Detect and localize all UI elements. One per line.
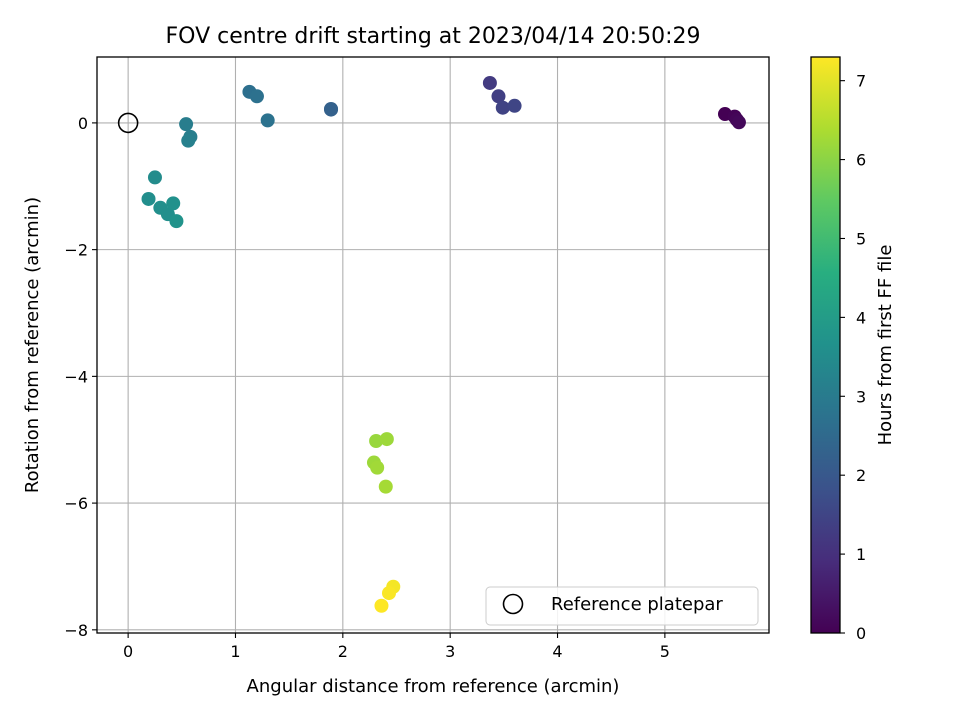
colorbar: 0 1 2 3 4 5 6 7 Hours from first FF file xyxy=(810,56,896,643)
data-point xyxy=(731,115,746,130)
plot-points xyxy=(141,75,746,613)
x-tick-label: 2 xyxy=(338,642,348,661)
y-tick-label: −4 xyxy=(64,367,88,386)
data-point xyxy=(379,432,394,447)
colorbar-tick-label: 5 xyxy=(856,229,866,248)
plot-frame xyxy=(96,56,770,634)
y-axis-label: Rotation from reference (arcmin) xyxy=(22,197,43,493)
legend-box xyxy=(485,586,759,626)
legend-marker-icon xyxy=(502,593,524,615)
reference-point-marker xyxy=(117,112,139,134)
data-point xyxy=(166,196,181,211)
x-tick-label: 3 xyxy=(445,642,455,661)
data-point xyxy=(374,598,389,613)
data-point xyxy=(507,98,522,113)
colorbar-tick-label: 7 xyxy=(856,72,866,91)
y-tick-label: −6 xyxy=(64,494,88,513)
chart-title: FOV centre drift starting at 2023/04/14 … xyxy=(166,24,701,49)
data-point xyxy=(378,479,393,494)
colorbar-ticks: 0 1 2 3 4 5 6 7 xyxy=(840,72,866,643)
colorbar-tick-label: 2 xyxy=(856,466,866,485)
data-point xyxy=(141,191,156,206)
x-axis-label: Angular distance from reference (arcmin) xyxy=(247,676,620,697)
x-tick-label: 0 xyxy=(123,642,133,661)
data-point xyxy=(495,100,510,115)
x-tick-label: 4 xyxy=(552,642,562,661)
data-point xyxy=(147,170,162,185)
colorbar-frame xyxy=(810,56,841,634)
data-point xyxy=(324,102,339,117)
y-axis: −8 −6 −4 −2 0 xyxy=(64,114,97,640)
colorbar-tick-label: 6 xyxy=(856,151,866,170)
colorbar-gradient xyxy=(811,57,840,633)
data-point xyxy=(179,117,194,132)
y-tick-label: −2 xyxy=(64,241,88,260)
x-axis: 0 1 2 3 4 5 xyxy=(123,633,670,661)
y-tick-label: −8 xyxy=(64,621,88,640)
data-point xyxy=(169,214,184,229)
x-tick-label: 5 xyxy=(660,642,670,661)
data-point xyxy=(381,586,396,601)
data-point xyxy=(482,75,497,90)
grid-lines xyxy=(97,57,769,633)
data-point xyxy=(491,89,506,104)
colorbar-tick-label: 1 xyxy=(856,545,866,564)
data-point xyxy=(369,434,384,448)
y-tick-label: 0 xyxy=(78,114,88,133)
x-tick-label: 1 xyxy=(230,642,240,661)
data-point xyxy=(181,133,196,148)
colorbar-tick-label: 4 xyxy=(856,308,866,327)
colorbar-tick-label: 0 xyxy=(856,624,866,643)
legend: Reference platepar xyxy=(485,586,759,626)
colorbar-tick-label: 3 xyxy=(856,387,866,406)
data-point xyxy=(260,113,275,128)
data-point xyxy=(370,460,385,475)
colorbar-label: Hours from first FF file xyxy=(875,245,896,446)
data-point xyxy=(249,89,264,104)
legend-label: Reference platepar xyxy=(551,594,723,615)
